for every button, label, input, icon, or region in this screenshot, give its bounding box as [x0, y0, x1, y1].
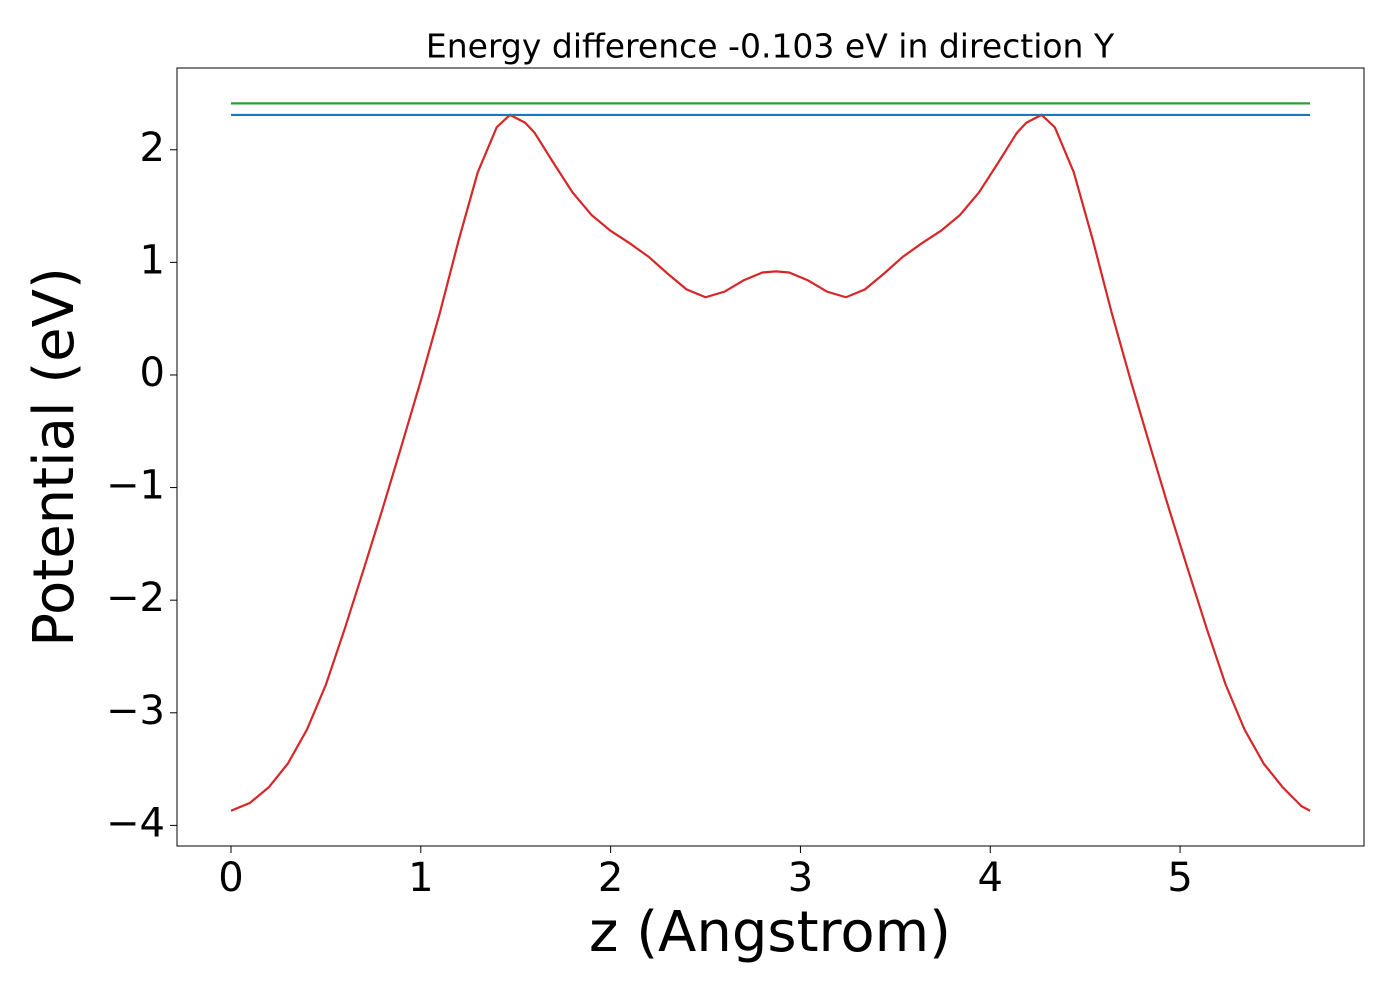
- x-tick-label: 5: [1167, 855, 1192, 901]
- x-tick-label: 0: [218, 855, 243, 901]
- plot-frame: [176, 67, 1365, 847]
- x-tick-label: 1: [408, 855, 433, 901]
- y-tick-label: −2: [106, 575, 165, 621]
- y-tick-label: −1: [106, 463, 165, 509]
- y-tick-label: 1: [140, 237, 165, 283]
- y-axis-label: Potential (eV): [22, 267, 87, 647]
- x-tick-label: 2: [598, 855, 623, 901]
- chart-title: Energy difference -0.103 eV in direction…: [426, 27, 1115, 66]
- y-tick-label: 2: [140, 125, 165, 171]
- line: [230, 113, 1311, 812]
- y-tick-label: −4: [106, 800, 165, 846]
- x-tick-label: 3: [788, 855, 813, 901]
- x-axis-label: z (Angstrom): [589, 900, 951, 965]
- y-tick-label: 0: [140, 350, 165, 396]
- x-tick-label: 4: [978, 855, 1003, 901]
- y-tick-label: −3: [106, 688, 165, 734]
